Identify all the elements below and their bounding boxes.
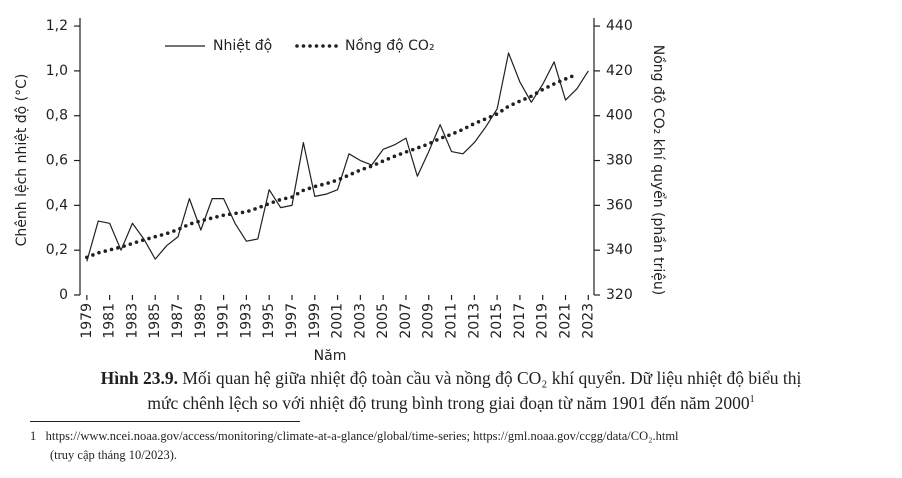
note-ref: 1 xyxy=(749,394,755,406)
y-tick-label: 1,2 xyxy=(46,18,68,34)
x-tick-label: 2019 xyxy=(535,303,551,339)
x-tick-label: 2011 xyxy=(444,303,460,339)
y2-tick-label: 440 xyxy=(606,18,633,34)
temperature-line xyxy=(86,52,589,262)
y-tick-label: 0 xyxy=(59,287,68,303)
x-tick-label: 1989 xyxy=(193,303,209,339)
x-tick-label: 2009 xyxy=(421,303,437,339)
footnote-line-2: (truy cập tháng 10/2023). xyxy=(50,448,177,463)
y2-tick-label: 420 xyxy=(606,63,633,79)
caption-line-1: Hình 23.9. Mối quan hệ giữa nhiệt độ toà… xyxy=(0,368,902,389)
x-tick-label: 1983 xyxy=(124,303,140,339)
y-tick-label: 0,4 xyxy=(46,197,68,213)
x-tick-label: 2007 xyxy=(398,303,414,339)
y-tick-label: 0,2 xyxy=(46,242,68,258)
x-tick-label: 1981 xyxy=(102,303,118,339)
x-tick-label: 1979 xyxy=(79,303,95,339)
x-tick-label: 1991 xyxy=(216,303,232,339)
legend-label: Nhiệt độ xyxy=(213,38,272,54)
footnote-number: 1 xyxy=(30,429,37,443)
y2-tick-label: 340 xyxy=(606,242,633,258)
y-tick-label: 1,0 xyxy=(46,63,68,79)
x-tick-label: 1995 xyxy=(261,303,277,339)
x-tick-label: 1985 xyxy=(147,303,163,339)
y2-tick-label: 360 xyxy=(606,197,633,213)
y2-tick-label: 400 xyxy=(606,108,633,124)
y2-axis-label: Nồng độ CO₂ khí quyển (phần triệu) xyxy=(650,45,667,296)
x-tick-label: 2003 xyxy=(352,303,368,339)
y2-tick-label: 320 xyxy=(606,287,633,303)
x-tick-label: 2005 xyxy=(375,303,391,339)
caption-text: Mối quan hệ giữa nhiệt độ toàn cầu và nồ… xyxy=(182,368,802,388)
x-tick-label: 1997 xyxy=(284,303,300,339)
legend-label: Nồng độ CO₂ xyxy=(345,37,435,54)
co2-line xyxy=(85,72,579,260)
x-tick-label: 2001 xyxy=(330,303,346,339)
x-tick-label: 1999 xyxy=(307,303,323,339)
y-axis-label: Chênh lệch nhiệt độ (°C) xyxy=(14,74,30,247)
footnote-text: https://www.ncei.noaa.gov/access/monitor… xyxy=(45,429,679,443)
x-tick-label: 2017 xyxy=(512,303,528,339)
x-tick-label: 2021 xyxy=(558,303,574,339)
caption-label: Hình 23.9. xyxy=(100,368,178,388)
chart: Năm Chênh lệch nhiệt độ (°C) Nồng độ CO₂… xyxy=(14,18,667,364)
x-tick-label: 1987 xyxy=(170,303,186,339)
x-tick-label: 2015 xyxy=(489,303,505,339)
y-tick-label: 0,6 xyxy=(46,153,68,169)
x-axis-label: Năm xyxy=(314,348,347,364)
footnote-rule xyxy=(30,421,300,422)
y2-tick-label: 380 xyxy=(606,153,633,169)
x-tick-label: 2023 xyxy=(580,303,596,339)
y-tick-label: 0,8 xyxy=(46,108,68,124)
footnote-text: (truy cập tháng 10/2023). xyxy=(50,448,178,462)
x-tick-label: 1993 xyxy=(238,303,254,339)
x-tick-label: 2013 xyxy=(466,303,482,339)
caption-line-2: mức chênh lệch so với nhiệt độ trung bìn… xyxy=(0,393,902,414)
footnote-line-1: 1 https://www.ncei.noaa.gov/access/monit… xyxy=(30,429,679,444)
caption-text: mức chênh lệch so với nhiệt độ trung bìn… xyxy=(147,393,750,413)
